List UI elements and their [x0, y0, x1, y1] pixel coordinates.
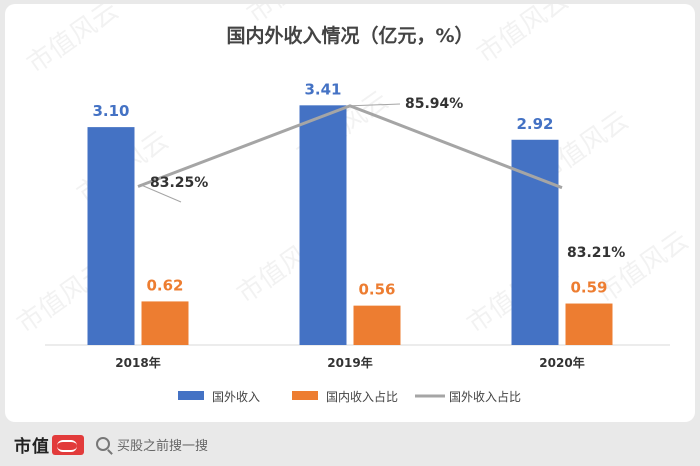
legend-label-0: 国外收入: [212, 390, 260, 404]
line-label-2: 83.21%: [567, 245, 625, 261]
x-tick-0: 2018年: [115, 355, 160, 370]
line-layer: 83.25% 85.94% 83.21%: [137, 96, 625, 261]
legend-label-1: 国内收入占比: [326, 389, 398, 404]
line-label-1: 85.94%: [405, 96, 463, 112]
footer-bar: 市值 买股之前搜一搜: [0, 422, 700, 466]
legend-label-2: 国外收入占比: [449, 389, 521, 404]
bar-1-1: [353, 305, 401, 345]
leader-line-0: [139, 184, 182, 203]
bar-label-0-2: 2.92: [516, 115, 553, 133]
watermark-text-9: 市值风云: [592, 225, 694, 309]
bar-1-2: [565, 303, 613, 345]
bar-label-1-1: 0.56: [358, 281, 395, 299]
watermark-text-2: 市值风云: [472, 4, 574, 70]
leader-line-1: [351, 103, 401, 107]
chart-card: 市值风云市值风云市值风云市值风云市值风云市值风云市值风云市值风云市值风云市值风云…: [5, 4, 695, 422]
chart-title: 国内外收入情况（亿元，%）: [226, 24, 473, 47]
x-tick-labels: 2018年 2019年 2020年: [115, 355, 584, 370]
bar-label-0-1: 3.41: [304, 80, 341, 98]
bar-label-1-0: 0.62: [146, 276, 183, 294]
chart: 市值风云市值风云市值风云市值风云市值风云市值风云市值风云市值风云市值风云市值风云…: [12, 4, 694, 404]
search-placeholder: 买股之前搜一搜: [117, 438, 209, 454]
bars-layer: 3.10 3.41 2.92 0.62 0.56 0.59: [87, 80, 613, 345]
bar-0-0: [87, 127, 135, 345]
watermark-text-0: 市值风云: [22, 4, 124, 80]
search-box[interactable]: 买股之前搜一搜: [96, 432, 216, 456]
line-label-0: 83.25%: [150, 175, 208, 191]
legend: 国外收入 国内收入占比 国外收入占比: [178, 389, 521, 404]
bar-0-2: [511, 139, 559, 345]
bar-1-0: [141, 301, 189, 345]
bar-0-1: [299, 105, 347, 345]
line-series: [137, 104, 563, 190]
brand-logo-icon: [52, 434, 84, 455]
x-tick-1: 2019年: [327, 355, 372, 370]
legend-swatch-1: [292, 391, 318, 400]
bar-label-0-0: 3.10: [92, 102, 129, 120]
bar-label-1-2: 0.59: [570, 279, 607, 297]
x-tick-2: 2020年: [539, 355, 584, 370]
brand-text: 市值: [14, 437, 50, 457]
legend-swatch-0: [178, 391, 204, 400]
search-icon: [96, 437, 110, 451]
brand: 市值: [14, 432, 84, 457]
